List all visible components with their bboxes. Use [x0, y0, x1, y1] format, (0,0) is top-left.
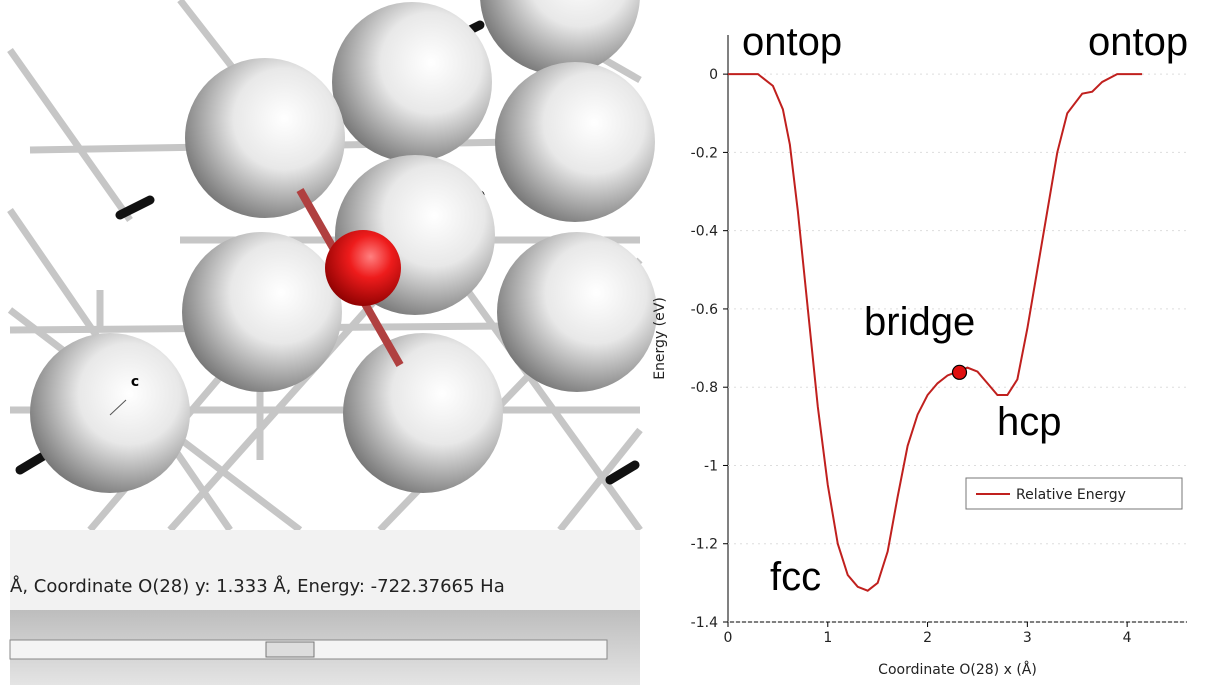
y-tick-label: -0.2 — [691, 145, 718, 161]
x-tick-label: 2 — [923, 630, 932, 646]
slider-handle[interactable] — [266, 642, 314, 657]
x-tick-label: 0 — [724, 630, 733, 646]
x-tick-label: 4 — [1123, 630, 1132, 646]
oxygen-atom — [325, 230, 401, 306]
annotation: bridge — [864, 300, 975, 344]
x-tick-label: 3 — [1023, 630, 1032, 646]
marker — [952, 365, 966, 379]
status-bar — [10, 530, 640, 610]
legend-label: Relative Energy — [1016, 487, 1126, 503]
atom-label: c — [131, 374, 139, 390]
annotation: ontop — [742, 20, 842, 64]
annotation: ontop — [1088, 20, 1188, 64]
y-tick-label: -0.4 — [691, 224, 718, 240]
y-tick-label: -1.4 — [691, 615, 718, 631]
screen: c Å, Coordinate O(28) y: 1.333 Å, Energy… — [0, 0, 1227, 685]
y-tick-label: -1 — [704, 458, 718, 474]
y-tick-label: -0.8 — [691, 380, 718, 396]
viewer: c Å, Coordinate O(28) y: 1.333 Å, Energy… — [10, 0, 657, 685]
y-tick-label: -1.2 — [691, 537, 718, 553]
chart: 0 -0.2 -0.4 -0.6 -0.8 -1 -1.2 -1.4 0 1 2 3 4 Coordina… — [652, 20, 1188, 678]
status-text: Å, Coordinate O(28) y: 1.333 Å, Energy: … — [10, 575, 505, 597]
x-axis-label: Coordinate O(28) x (Å) — [878, 661, 1037, 678]
annotation: fcc — [770, 555, 821, 599]
y-tick-label: -0.6 — [691, 302, 718, 318]
x-tick-label: 1 — [823, 630, 832, 646]
y-tick-label: 0 — [709, 67, 718, 83]
annotation: hcp — [997, 400, 1062, 444]
y-axis-label: Energy (eV) — [652, 297, 668, 380]
